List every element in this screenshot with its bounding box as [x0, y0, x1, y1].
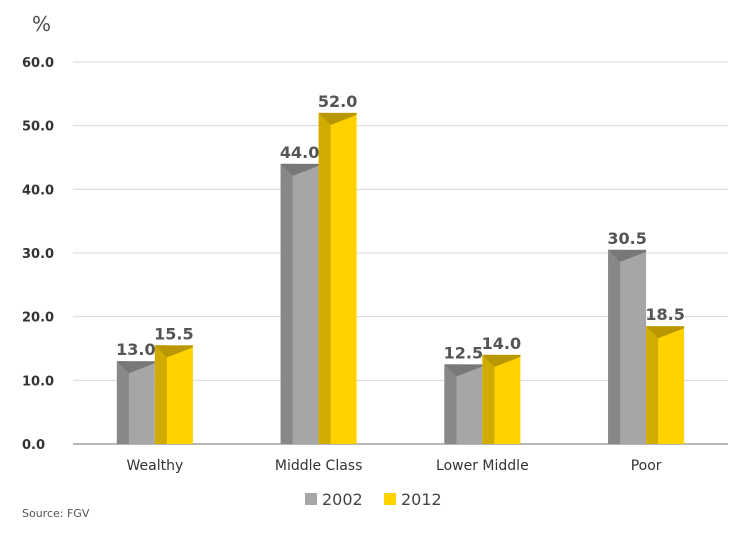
x-category-label: Lower Middle	[436, 458, 529, 474]
y-tick-label: 60.0	[22, 56, 54, 71]
data-label: 52.0	[318, 92, 357, 111]
x-category-label: Poor	[631, 458, 662, 474]
y-tick-label: 50.0	[22, 120, 54, 135]
y-tick-label: 40.0	[22, 183, 54, 198]
legend-label-2012: 2012	[401, 490, 442, 509]
data-label: 14.0	[482, 334, 521, 353]
data-label: 44.0	[280, 143, 319, 162]
data-labels: 13.015.5 44.0 52.0 12.514.0 30.5 18.5	[116, 92, 685, 362]
bar-2012-poor	[646, 326, 685, 444]
data-label: 18.5	[645, 305, 684, 324]
y-unit-label: %	[32, 12, 51, 36]
legend-label-2002: 2002	[322, 490, 363, 509]
source-note: Source: FGV	[22, 507, 90, 520]
bar-2012-middle-class	[318, 112, 357, 444]
data-label: 30.5	[607, 229, 646, 248]
x-axis-categories: Wealthy Middle Class Lower Middle Poor	[126, 458, 661, 474]
y-axis-ticks: 0.0 10.0 20.0 30.0 40.0 50.0 60.0	[22, 56, 54, 453]
legend: 2002 2012	[305, 490, 442, 509]
x-category-label: Middle Class	[275, 458, 363, 474]
bar-2002-poor	[608, 249, 647, 444]
bar-2012-wealthy	[154, 345, 193, 444]
bar-2012-lower-middle	[482, 354, 521, 444]
bar-2002-lower-middle	[444, 364, 483, 444]
y-tick-label: 10.0	[22, 374, 54, 389]
data-label: 12.5	[444, 343, 483, 362]
data-label: 13.0	[116, 340, 155, 359]
bar-2002-middle-class	[280, 163, 319, 444]
y-tick-label: 30.0	[22, 247, 54, 262]
y-tick-label: 0.0	[22, 438, 45, 453]
bars	[116, 112, 685, 444]
bar-2002-wealthy	[116, 361, 155, 444]
x-category-label: Wealthy	[126, 458, 183, 474]
legend-swatch-2002	[305, 493, 317, 505]
data-label: 15.5	[154, 324, 193, 343]
y-tick-label: 20.0	[22, 311, 54, 326]
legend-swatch-2012	[384, 493, 396, 505]
